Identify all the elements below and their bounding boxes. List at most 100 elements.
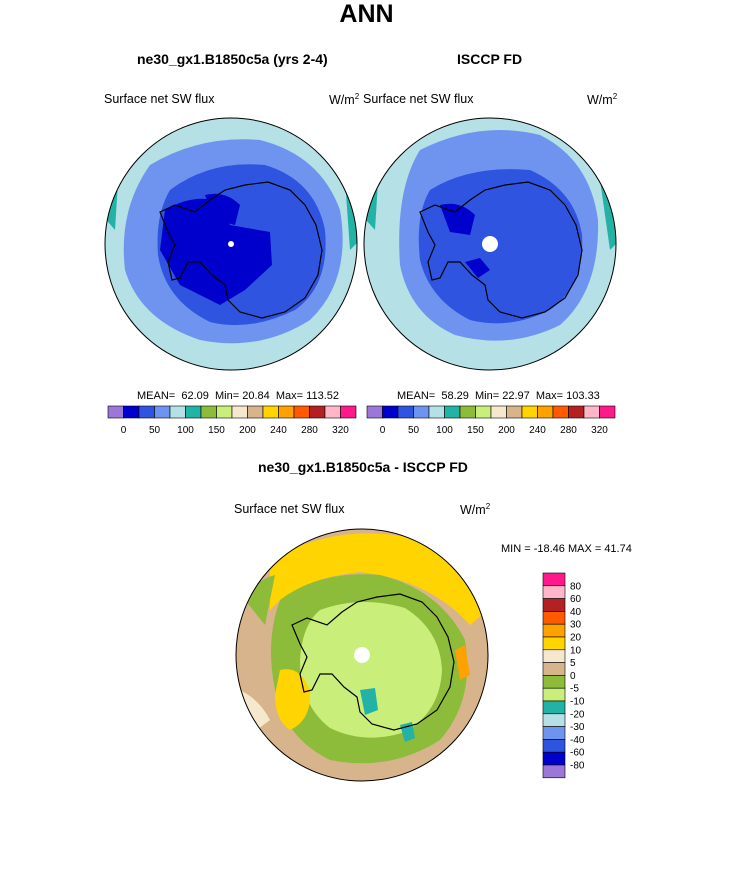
colorbar-box	[413, 405, 430, 419]
map2-pole-mask	[482, 236, 498, 252]
colorbar-box	[382, 405, 399, 419]
legend-box	[542, 726, 566, 740]
legend-tick-label: -30	[570, 722, 585, 733]
map1-coastline	[159, 181, 323, 319]
colorbar-box	[216, 405, 233, 419]
legend-box	[542, 611, 566, 625]
colorbar-tick-label: 0	[121, 425, 127, 436]
colorbar-box	[428, 405, 445, 419]
legend-tick-label: 0	[570, 671, 576, 682]
colorbar-box	[231, 405, 248, 419]
map1-field	[105, 118, 357, 370]
colorbar-box	[138, 405, 155, 419]
legend-tick-label: 10	[570, 645, 582, 656]
legend-tick-label: 20	[570, 633, 582, 644]
diff-var-label: Surface net SW flux	[234, 502, 345, 516]
map3-border	[235, 528, 489, 782]
legend-box	[542, 623, 566, 638]
colorbar-tick-label: 200	[239, 425, 256, 436]
colorbar-box	[169, 405, 186, 419]
legend-tick-label: -10	[570, 697, 585, 708]
legend-tick-label: 40	[570, 607, 582, 618]
legend-box	[542, 687, 566, 702]
colorbar-box	[154, 405, 171, 419]
colorbar-box	[475, 405, 492, 419]
colorbar-box	[107, 405, 124, 419]
legend-box	[542, 764, 566, 779]
colorbar-tick-label: 280	[560, 425, 577, 436]
legend-tick-label: 30	[570, 620, 582, 631]
map1-pole-mask	[228, 241, 234, 247]
legend-box	[542, 713, 566, 727]
colorbar-box	[200, 405, 217, 419]
colorbar-tick-label: 150	[467, 425, 484, 436]
colorbar-tick-label: 280	[301, 425, 318, 436]
colorbar-tick-label: 200	[498, 425, 515, 436]
colorbar-tick-label: 0	[380, 425, 386, 436]
legend-tick-label: -40	[570, 735, 585, 746]
legend-tick-label: -60	[570, 748, 585, 759]
legend-tick-label: 5	[570, 658, 576, 669]
colorbar-box	[185, 405, 202, 419]
colorbar-box	[309, 405, 326, 419]
colorbar-box	[293, 405, 310, 419]
colorbar-box	[568, 405, 585, 419]
colorbar-box	[506, 405, 523, 419]
colorbar-tick-label: 100	[436, 425, 453, 436]
legend-box	[542, 700, 566, 715]
map2-coastline	[419, 181, 583, 319]
colorbar-tick-label: 150	[208, 425, 225, 436]
panel1-subtitle: ne30_gx1.B1850c5a (yrs 2-4)	[137, 51, 328, 67]
colorbar-tick-label: 50	[149, 425, 161, 436]
map1-border	[104, 117, 358, 371]
panel1-var-label: Surface net SW flux	[104, 92, 215, 106]
legend-box	[542, 572, 566, 587]
colorbar-box	[340, 405, 357, 419]
colorbar-tick-label: 240	[270, 425, 287, 436]
legend-box	[542, 739, 566, 753]
colorbar-model: 0 50 100 150 200 240 280 320	[107, 405, 357, 436]
colorbar-box	[397, 405, 414, 419]
legend-box	[542, 649, 566, 663]
colorbar-box	[262, 405, 279, 419]
colorbar-obs: 0 50 100 150 200 240 280 320	[366, 405, 616, 436]
legend-box	[542, 662, 566, 676]
colorbar-tick-label: 50	[408, 425, 420, 436]
colorbar-box	[324, 405, 341, 419]
colorbar-box	[583, 405, 600, 419]
panel2-stats: MEAN= 58.29 Min= 22.97 Max= 103.33	[397, 390, 600, 402]
diff-subtitle: ne30_gx1.B1850c5a - ISCCP FD	[258, 459, 468, 475]
colorbar-box	[278, 405, 295, 419]
colorbar-tick-label: 320	[332, 425, 349, 436]
legend-box	[542, 675, 566, 689]
figure-title: ANN	[339, 0, 394, 28]
colorbar-box	[599, 405, 616, 419]
colorbar-box	[366, 405, 383, 419]
map2-border	[363, 117, 617, 371]
panel2-subtitle: ISCCP FD	[457, 51, 523, 67]
legend-tick-label: -20	[570, 709, 585, 720]
panel1-stats: MEAN= 62.09 Min= 20.84 Max= 113.52	[137, 390, 339, 402]
legend-box	[542, 636, 566, 651]
colorbar-box	[247, 405, 264, 419]
colorbar-box	[552, 405, 569, 419]
legend-tick-label: -5	[570, 684, 579, 695]
map3-coastline	[291, 593, 455, 731]
colorbar-box	[444, 405, 461, 419]
panel1-units: W/m2	[329, 92, 360, 108]
legend-box	[542, 598, 566, 612]
map3-pole-mask	[354, 647, 370, 663]
colorbar-box	[521, 405, 538, 419]
colorbar-box	[123, 405, 140, 419]
colorbar-box	[459, 405, 476, 419]
legend-tick-label: 80	[570, 581, 582, 592]
diff-units: W/m2	[460, 502, 491, 518]
colorbar-box	[490, 405, 507, 419]
legend-box	[542, 585, 566, 599]
diff-range: MIN = -18.46 MAX = 41.74	[501, 543, 632, 555]
panel2-units: W/m2	[587, 92, 618, 108]
colorbar-tick-label: 240	[529, 425, 546, 436]
panel2-var-label: Surface net SW flux	[363, 92, 474, 106]
